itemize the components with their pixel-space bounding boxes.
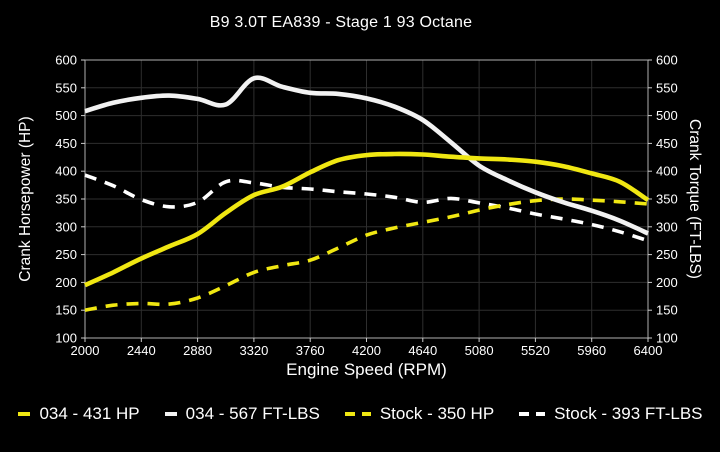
- y-left-tick-label: 150: [55, 303, 77, 318]
- y-right-tick-label: 600: [656, 53, 678, 68]
- y-right-tick-label: 550: [656, 80, 678, 95]
- y-right-tick-label: 400: [656, 164, 678, 179]
- x-tick-label: 5960: [577, 343, 606, 358]
- curve-stock-393-ft-lbs: [84, 173, 649, 243]
- y-left-tick-label: 100: [55, 331, 77, 346]
- solid-line-swatch-icon: [18, 412, 31, 416]
- legend-item-stock-350-hp: Stock - 350 HP: [344, 404, 494, 424]
- legend-label: Stock - 393 FT-LBS: [554, 404, 703, 423]
- y-right-tick-label: 150: [656, 303, 678, 318]
- y-right-tick-label: 350: [656, 192, 678, 207]
- x-tick-label: 2440: [127, 343, 156, 358]
- y-left-tick-label: 350: [55, 192, 77, 207]
- legend-item-034-431-hp: 034 - 431 HP: [17, 404, 140, 424]
- x-tick-label: 5080: [465, 343, 494, 358]
- x-tick-label: 6400: [634, 343, 663, 358]
- chart-title: B9 3.0T EA839 - Stage 1 93 Octane: [209, 14, 473, 31]
- solid-line-swatch-icon: [164, 412, 177, 416]
- y-left-tick-label: 450: [55, 136, 77, 151]
- x-tick-label: 2880: [183, 343, 212, 358]
- y-left-tick-label: 300: [55, 219, 77, 234]
- x-axis-title: Engine Speed (RPM): [286, 360, 447, 379]
- y-right-tick-label: 300: [656, 219, 678, 234]
- x-tick-label: 3320: [239, 343, 268, 358]
- left-axis-title: Crank Horsepower (HP): [17, 116, 34, 282]
- legend-label: Stock - 350 HP: [379, 404, 495, 423]
- curve-034-431-hp: [84, 151, 650, 288]
- legend-label: 034 - 567 FT-LBS: [185, 404, 320, 423]
- y-left-tick-label: 200: [55, 275, 77, 290]
- y-right-tick-label: 250: [656, 247, 678, 262]
- y-left-tick-label: 500: [55, 108, 77, 123]
- curve-034-567-ft-lbs: [84, 75, 649, 236]
- y-right-tick-label: 200: [656, 275, 678, 290]
- y-right-tick-label: 450: [656, 136, 678, 151]
- y-left-tick-label: 400: [55, 164, 77, 179]
- x-tick-label: 4200: [352, 343, 381, 358]
- y-right-tick-label: 100: [656, 331, 678, 346]
- y-left-tick-label: 550: [55, 80, 77, 95]
- dashed-line-swatch-icon: [519, 412, 546, 416]
- x-tick-label: 3760: [296, 343, 325, 358]
- legend-item-stock-393-ft-lbs: Stock - 393 FT-LBS: [518, 404, 703, 424]
- y-right-tick-label: 500: [656, 108, 678, 123]
- legend: 034 - 431 HP 034 - 567 FT-LBS Stock - 350 …: [0, 404, 720, 424]
- dashed-line-swatch-icon: [344, 412, 371, 416]
- right-axis-title: Crank Torque (FT-LBS): [686, 119, 703, 279]
- legend-item-034-567-ft-lbs: 034 - 567 FT-LBS: [164, 404, 320, 424]
- x-tick-label: 4640: [408, 343, 437, 358]
- y-left-tick-label: 600: [55, 53, 77, 68]
- legend-label: 034 - 431 HP: [39, 404, 140, 423]
- y-left-tick-label: 250: [55, 247, 77, 262]
- x-tick-label: 2000: [71, 343, 100, 358]
- x-tick-label: 5520: [521, 343, 550, 358]
